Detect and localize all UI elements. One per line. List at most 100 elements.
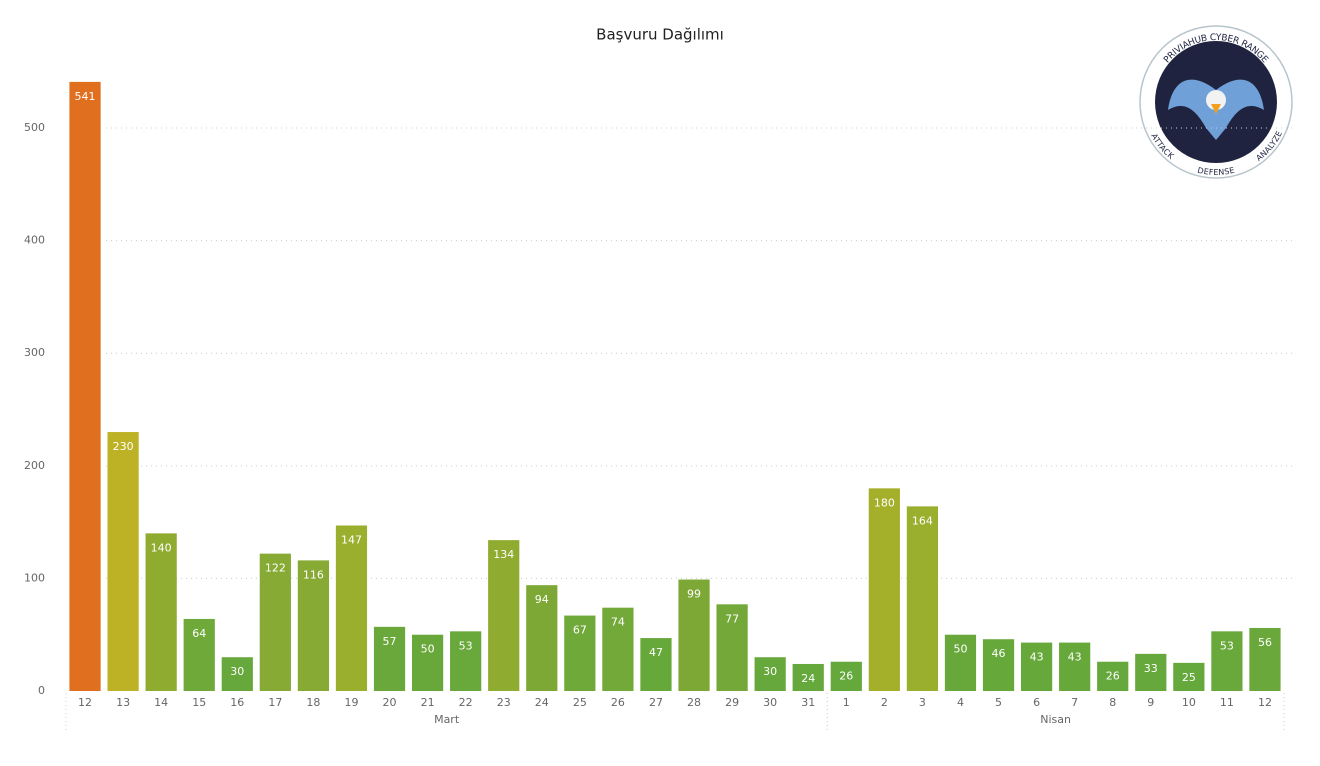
value-label: 46 — [992, 647, 1006, 660]
logo-beak — [1211, 104, 1221, 114]
x-tick-label: 17 — [268, 696, 282, 709]
logo-head — [1206, 90, 1226, 110]
x-tick-label: 2 — [881, 696, 888, 709]
x-tick-label: 12 — [1258, 696, 1272, 709]
bar — [982, 639, 1015, 691]
value-label: 140 — [151, 541, 172, 554]
bar — [297, 560, 330, 691]
x-tick-label: 7 — [1071, 696, 1078, 709]
x-tick-label: 15 — [192, 696, 206, 709]
x-tick-label: 5 — [995, 696, 1002, 709]
x-tick-label: 4 — [957, 696, 964, 709]
value-label: 57 — [383, 635, 397, 648]
value-label: 147 — [341, 533, 362, 546]
y-tick-label: 0 — [38, 684, 45, 697]
x-tick-label: 28 — [687, 696, 701, 709]
x-tick-label: 22 — [459, 696, 473, 709]
y-tick-label: 200 — [24, 459, 45, 472]
bar — [335, 525, 368, 691]
x-tick-label: 19 — [344, 696, 358, 709]
x-tick-label: 10 — [1182, 696, 1196, 709]
value-label: 43 — [1030, 651, 1044, 664]
bar — [488, 540, 520, 691]
bar — [69, 81, 101, 691]
logo: PRIVIAHUB CYBER RANGE ATTACK DEFENSE ANA… — [1139, 25, 1293, 179]
bar — [906, 506, 939, 691]
x-tick-label: 21 — [421, 696, 435, 709]
x-tick-label: 13 — [116, 696, 130, 709]
value-label: 26 — [839, 670, 853, 683]
chart-title: Başvuru Dağılımı — [596, 26, 724, 44]
y-tick-label: 500 — [24, 121, 45, 134]
y-tick-label: 400 — [24, 234, 45, 247]
value-label: 180 — [874, 496, 895, 509]
value-label: 30 — [763, 665, 777, 678]
bar — [602, 607, 634, 691]
bar — [183, 618, 215, 691]
value-label: 116 — [303, 568, 324, 581]
value-label: 26 — [1106, 670, 1120, 683]
y-tick-label: 100 — [24, 571, 45, 584]
value-label: 30 — [230, 665, 244, 678]
bar — [1211, 631, 1243, 691]
bar — [716, 604, 748, 691]
bar — [526, 585, 558, 691]
bar — [259, 553, 291, 691]
x-tick-label: 16 — [230, 696, 244, 709]
bar — [373, 626, 406, 691]
value-label: 53 — [459, 639, 473, 652]
value-label: 94 — [535, 593, 549, 606]
value-label: 230 — [113, 440, 134, 453]
bar — [221, 657, 253, 691]
x-tick-label: 6 — [1033, 696, 1040, 709]
x-tick-label: 26 — [611, 696, 625, 709]
value-label: 541 — [75, 90, 96, 103]
bar — [830, 661, 862, 691]
bar — [1135, 653, 1167, 691]
value-label: 99 — [687, 588, 701, 601]
value-label: 50 — [421, 643, 435, 656]
x-tick-label: 11 — [1220, 696, 1234, 709]
x-tick-label: 25 — [573, 696, 587, 709]
value-label: 164 — [912, 514, 933, 527]
value-label: 77 — [725, 612, 739, 625]
x-tick-label: 24 — [535, 696, 549, 709]
value-label: 122 — [265, 562, 286, 575]
group-label: Mart — [434, 713, 460, 726]
bar — [411, 634, 444, 691]
bar — [792, 663, 824, 691]
value-label: 50 — [953, 643, 967, 656]
bar — [1059, 642, 1091, 691]
bar — [754, 657, 786, 691]
x-tick-label: 12 — [78, 696, 92, 709]
bar — [868, 488, 900, 691]
bar — [1097, 661, 1129, 691]
bar — [678, 579, 710, 691]
bar — [944, 634, 977, 691]
value-label: 47 — [649, 646, 663, 659]
bar — [640, 638, 672, 691]
x-tick-label: 8 — [1109, 696, 1116, 709]
x-tick-label: 1 — [843, 696, 850, 709]
value-label: 134 — [493, 548, 514, 561]
value-label: 67 — [573, 624, 587, 637]
y-tick-label: 300 — [24, 346, 45, 359]
x-tick-label: 30 — [763, 696, 777, 709]
value-label: 74 — [611, 616, 625, 629]
x-tick-label: 3 — [919, 696, 926, 709]
value-label: 43 — [1068, 651, 1082, 664]
x-tick-label: 9 — [1147, 696, 1154, 709]
x-tick-label: 18 — [306, 696, 320, 709]
value-label: 25 — [1182, 671, 1196, 684]
logo-bottom-text: DEFENSE — [1197, 165, 1236, 176]
value-label: 56 — [1258, 636, 1272, 649]
value-label: 53 — [1220, 639, 1234, 652]
x-tick-label: 31 — [801, 696, 815, 709]
bar — [1020, 642, 1053, 691]
logo-bottom-path: DEFENSE — [1197, 165, 1236, 176]
bar — [1173, 662, 1205, 691]
value-label: 33 — [1144, 662, 1158, 675]
value-label: 64 — [192, 627, 206, 640]
